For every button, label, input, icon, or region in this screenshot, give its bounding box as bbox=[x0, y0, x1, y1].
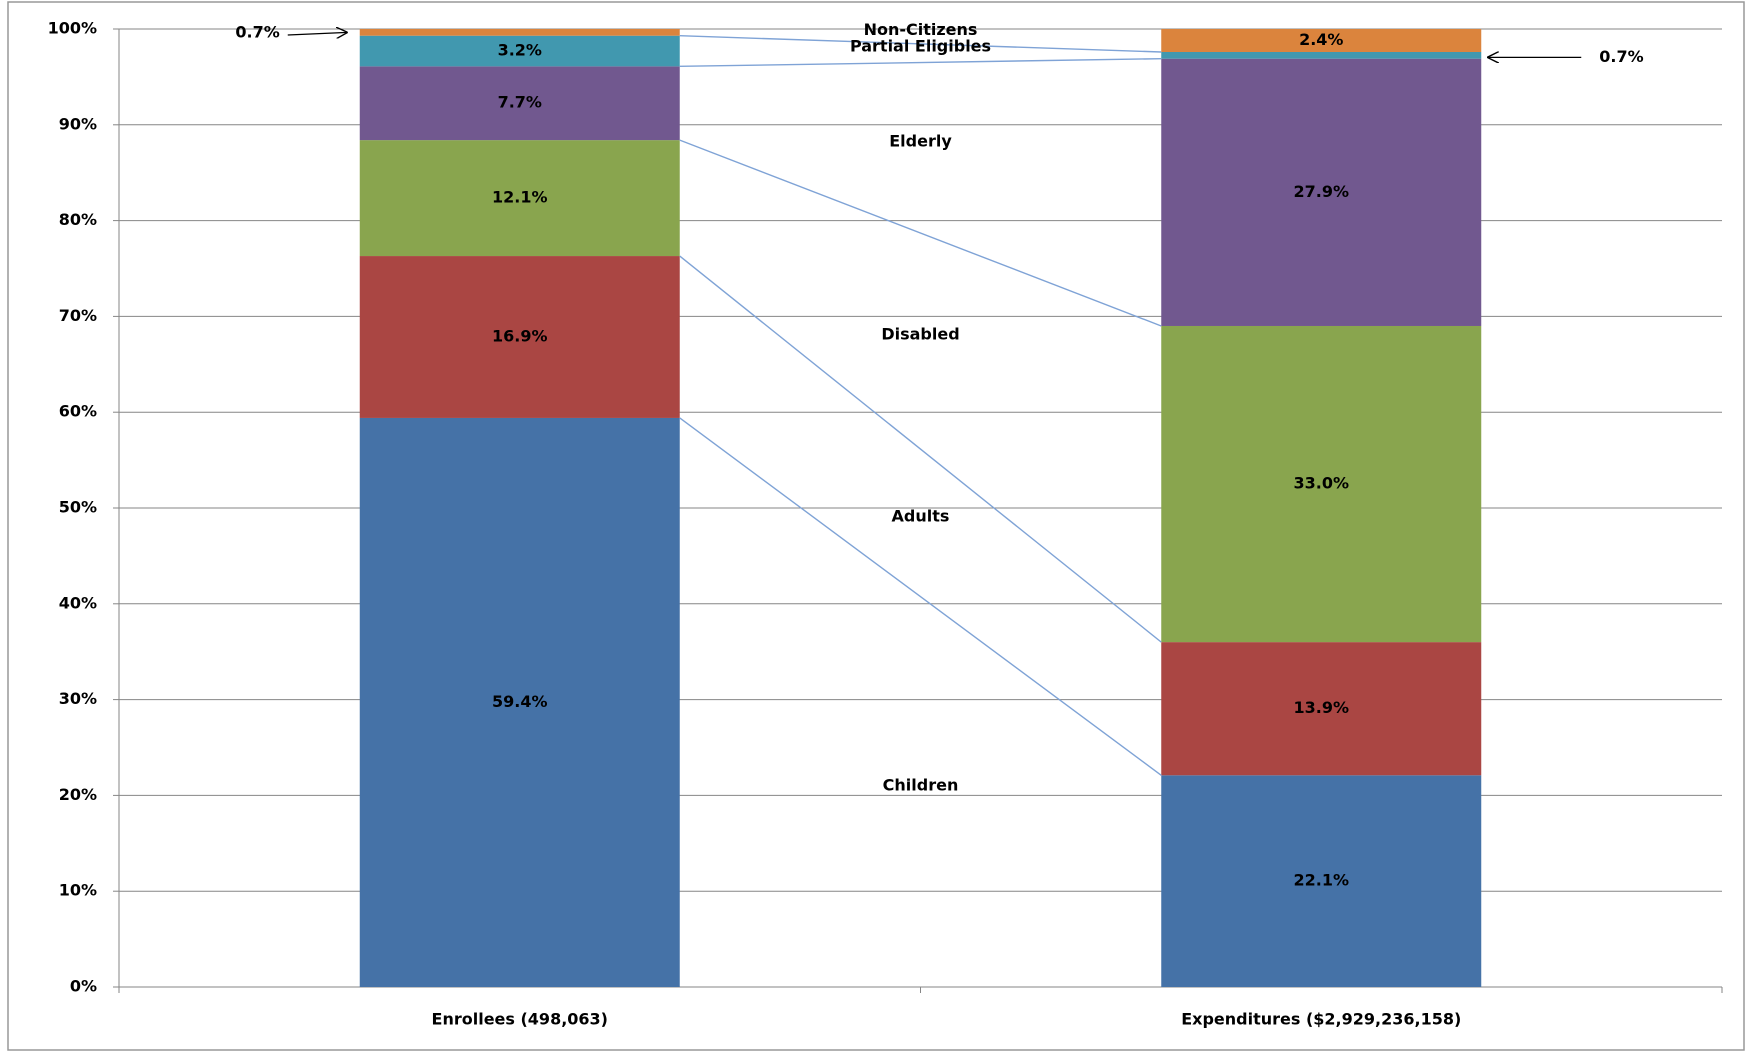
y-tick-label: 30% bbox=[59, 689, 97, 708]
connector-line bbox=[679, 255, 1162, 643]
value-label: 22.1% bbox=[1293, 871, 1349, 890]
bar-segment bbox=[359, 66, 680, 141]
value-label: 0.7% bbox=[1599, 47, 1643, 66]
value-label: 7.7% bbox=[498, 93, 542, 112]
value-label: 13.9% bbox=[1293, 698, 1349, 717]
x-tick-label: Enrollees (498,063) bbox=[432, 1010, 608, 1029]
y-tick-label: 60% bbox=[59, 402, 97, 421]
bar-segment bbox=[1161, 325, 1482, 643]
y-tick-label: 100% bbox=[48, 19, 97, 38]
bar-segment bbox=[1161, 775, 1482, 987]
y-tick-label: 20% bbox=[59, 785, 97, 804]
connector-line bbox=[679, 417, 1162, 776]
bar-segment bbox=[359, 140, 680, 257]
value-label: 3.2% bbox=[498, 41, 542, 60]
value-label: 33.0% bbox=[1293, 474, 1349, 493]
bar-segment bbox=[1161, 51, 1482, 59]
series-label: Partial Eligibles bbox=[850, 37, 991, 56]
label-arrow bbox=[287, 32, 348, 35]
connector-line bbox=[679, 57, 1162, 68]
value-label: 16.9% bbox=[492, 326, 548, 345]
chart-border bbox=[7, 1, 1745, 1051]
value-label: 2.4% bbox=[1299, 30, 1343, 49]
bar-segment bbox=[359, 256, 680, 418]
series-label: Non-Citizens bbox=[864, 20, 978, 39]
bar-segment bbox=[1161, 58, 1482, 326]
bar-segment bbox=[359, 417, 680, 987]
value-label: 12.1% bbox=[492, 188, 548, 207]
x-tick-label: Expenditures ($2,929,236,158) bbox=[1181, 1010, 1461, 1029]
y-tick-label: 0% bbox=[70, 977, 97, 996]
connector-line bbox=[679, 139, 1162, 327]
bar-segment bbox=[359, 35, 680, 67]
series-label: Adults bbox=[892, 506, 950, 525]
y-tick-label: 10% bbox=[59, 881, 97, 900]
value-label: 59.4% bbox=[492, 692, 548, 711]
bar-segment bbox=[1161, 642, 1482, 776]
value-label: 0.7% bbox=[235, 23, 279, 42]
value-label: 27.9% bbox=[1293, 182, 1349, 201]
y-tick-label: 50% bbox=[59, 498, 97, 517]
y-tick-label: 90% bbox=[59, 114, 97, 133]
bar-segment bbox=[1161, 29, 1482, 52]
y-tick-label: 70% bbox=[59, 306, 97, 325]
bar-segment bbox=[359, 29, 680, 36]
y-tick-label: 80% bbox=[59, 210, 97, 229]
series-label: Disabled bbox=[881, 325, 959, 344]
series-label: Elderly bbox=[889, 131, 952, 150]
y-tick-label: 40% bbox=[59, 593, 97, 612]
connector-line bbox=[679, 35, 1162, 53]
series-label: Children bbox=[883, 775, 959, 794]
